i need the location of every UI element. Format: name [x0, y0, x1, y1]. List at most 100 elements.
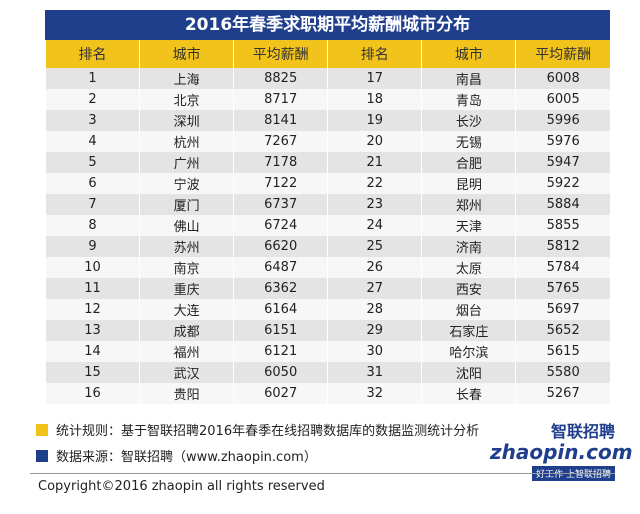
table-cell: 5652: [515, 320, 610, 341]
table-cell: 成都: [139, 320, 234, 341]
table-row: 4 杭州 7267 20 无锡 5976: [44, 131, 610, 152]
table-cell: 南昌: [421, 68, 516, 89]
header-cell: 排名: [44, 40, 140, 68]
table-cell: 8825: [233, 68, 328, 89]
table-cell: 3: [44, 110, 140, 131]
copyright: Copyright©2016 zhaopin all rights reserv…: [38, 479, 325, 494]
yellow-square: [36, 423, 48, 436]
table-cell: 西安: [421, 278, 516, 299]
table-cell: 7267: [233, 131, 328, 152]
table-cell: 昆明: [421, 173, 516, 194]
table-cell: 6: [44, 173, 140, 194]
table-cell: 广州: [139, 152, 234, 173]
table-cell: 重庆: [139, 278, 234, 299]
table-cell: 7122: [233, 173, 328, 194]
table-cell: 6027: [233, 383, 328, 404]
table-cell: 石家庄: [421, 320, 516, 341]
table-cell: 长春: [421, 383, 516, 404]
table-cell: 烟台: [421, 299, 516, 320]
table-cell: 31: [327, 362, 422, 383]
table-cell: 天津: [421, 215, 516, 236]
table-cell: 6620: [233, 236, 328, 257]
table-wrap: 2016年春季求职期平均薪酬城市分布 排名 城市 平均薪酬 排名 城市 平均薪酬 1 上海 88…: [44, 10, 610, 404]
table-cell: 5784: [515, 257, 610, 278]
table-row: 13 成都 6151 29 石家庄 5652: [44, 320, 610, 341]
table-cell: 30: [327, 341, 422, 362]
table-cell: 8717: [233, 89, 328, 110]
table-cell: 5765: [515, 278, 610, 299]
table-row: 9 苏州 6620 25 济南 5812: [44, 236, 610, 257]
table-cell: 6008: [515, 68, 610, 89]
table-cell: 19: [327, 110, 422, 131]
table-cell: 北京: [139, 89, 234, 110]
table-cell: 5: [44, 152, 140, 173]
table-cell: 6362: [233, 278, 328, 299]
header-cell: 排名: [327, 40, 422, 68]
header-cell: 城市: [139, 40, 234, 68]
table-row: 12 大连 6164 28 烟台 5697: [44, 299, 610, 320]
blue-square: [36, 449, 48, 462]
header-cell: 平均薪酬: [515, 40, 610, 68]
table-cell: 25: [327, 236, 422, 257]
table-cell: 18: [327, 89, 422, 110]
table-cell: 深圳: [139, 110, 234, 131]
table-cell: 24: [327, 215, 422, 236]
table-cell: 合肥: [421, 152, 516, 173]
table-cell: 17: [327, 68, 422, 89]
table-cell: 6164: [233, 299, 328, 320]
note: 统计规则：基于智联招聘2016年春季在线招聘数据库的数据监测统计分析: [56, 424, 480, 439]
header-cell: 平均薪酬: [233, 40, 328, 68]
table-row: 7 厦门 6737 23 郑州 5884: [44, 194, 610, 215]
table-row: 16 贵阳 6027 32 长春 5267: [44, 383, 610, 404]
table-cell: 5615: [515, 341, 610, 362]
table-cell: 6005: [515, 89, 610, 110]
table-cell: 2: [44, 89, 140, 110]
header-cell: 城市: [421, 40, 516, 68]
table-cell: 5697: [515, 299, 610, 320]
table-row: 3 深圳 8141 19 长沙 5996: [44, 110, 610, 131]
table-cell: 1: [44, 68, 140, 89]
table-cell: 5947: [515, 152, 610, 173]
divider: [30, 473, 615, 474]
salary-table: 排名 城市 平均薪酬 排名 城市 平均薪酬 1 上海 8825 17 南昌 6008 2 北京 8717 18…: [44, 40, 610, 404]
table-cell: 宁波: [139, 173, 234, 194]
table-cell: 23: [327, 194, 422, 215]
table-cell: 5855: [515, 215, 610, 236]
table-cell: 20: [327, 131, 422, 152]
table-row: 14 福州 6121 30 哈尔滨 5615: [44, 341, 610, 362]
table-cell: 武汉: [139, 362, 234, 383]
table-cell: 无锡: [421, 131, 516, 152]
table-cell: 6487: [233, 257, 328, 278]
logo: 智联招聘 zhaopin.com 好工作 上智联招聘: [490, 418, 633, 481]
table-cell: 5267: [515, 383, 610, 404]
table-row: 8 佛山 6724 24 天津 5855: [44, 215, 610, 236]
table-cell: 南京: [139, 257, 234, 278]
table-cell: 9: [44, 236, 140, 257]
table-row: 2 北京 8717 18 青岛 6005: [44, 89, 610, 110]
table-row: 10 南京 6487 26 太原 5784: [44, 257, 610, 278]
table-row: 6 宁波 7122 22 昆明 5922: [44, 173, 610, 194]
table-cell: 杭州: [139, 131, 234, 152]
table-row: 11 重庆 6362 27 西安 5765: [44, 278, 610, 299]
table-cell: 青岛: [421, 89, 516, 110]
table-row: 5 广州 7178 21 合肥 5947: [44, 152, 610, 173]
table-cell: 济南: [421, 236, 516, 257]
table-cell: 8141: [233, 110, 328, 131]
table-cell: 27: [327, 278, 422, 299]
table-cell: 21: [327, 152, 422, 173]
table-cell: 7: [44, 194, 140, 215]
table-cell: 4: [44, 131, 140, 152]
table-cell: 5922: [515, 173, 610, 194]
table-cell: 8: [44, 215, 140, 236]
table-cell: 厦门: [139, 194, 234, 215]
table-cell: 哈尔滨: [421, 341, 516, 362]
table-cell: 贵阳: [139, 383, 234, 404]
table-cell: 长沙: [421, 110, 516, 131]
table-cell: 6121: [233, 341, 328, 362]
table-cell: 5580: [515, 362, 610, 383]
table-cell: 沈阳: [421, 362, 516, 383]
table-cell: 6737: [233, 194, 328, 215]
table-cell: 5976: [515, 131, 610, 152]
table-cell: 14: [44, 341, 140, 362]
table-cell: 15: [44, 362, 140, 383]
